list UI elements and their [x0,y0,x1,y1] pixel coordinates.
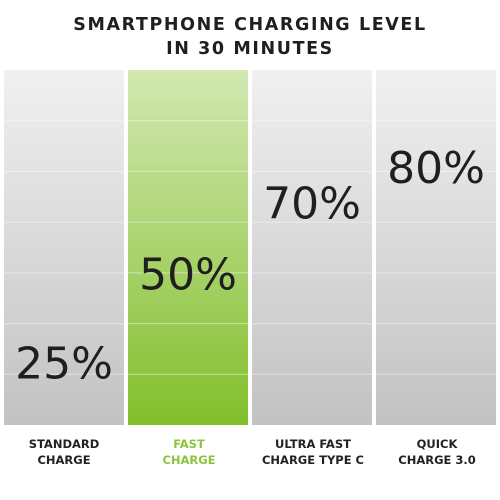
bar-fast-charge [128,70,248,425]
value-label: 50% [139,250,237,301]
category-label-ultra-fast-charge: ULTRA FAST CHARGE TYPE C [261,437,365,467]
chart-title: SMARTPHONE CHARGING LEVEL IN 30 MINUTES [0,13,500,61]
category-label-standard-charge: STANDARD CHARGE [28,437,100,467]
bar-quick-charge-3-0 [376,70,496,425]
value-label: 70% [263,179,361,230]
chart-title-line-1: SMARTPHONE CHARGING LEVEL [73,15,427,35]
bar-ultra-fast-charge-type-c [252,70,372,425]
value-label: 25% [15,338,113,389]
category-label-quick-charge: QUICK CHARGE 3.0 [398,437,476,467]
category-label-fast-charge: FAST CHARGE [162,437,216,467]
value-label: 80% [387,143,485,194]
bar-standard-charge [4,70,124,425]
chart-title-line-2: IN 30 MINUTES [166,39,334,59]
